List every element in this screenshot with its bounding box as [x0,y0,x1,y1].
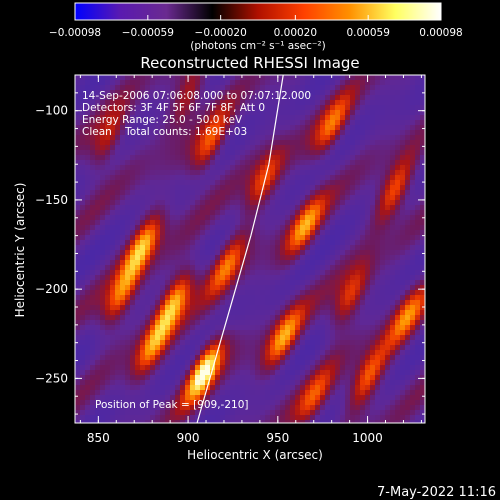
timestamp: 7-May-2022 11:16 [377,485,496,500]
plot-area: 850 900 950 1000 −100 −150 −200 −250 [35,74,426,445]
colorbar-tick-label: 0.00059 [346,27,389,39]
colorbar-unit-label: (photons cm⁻² s⁻¹ asec⁻²) [190,40,325,52]
info-line-clean: Clean Total counts: 1.69E+03 [82,126,247,138]
x-axis-label: Heliocentric X (arcsec) [187,448,323,462]
y-tick-label: −100 [35,104,68,118]
colorbar: −0.00098 −0.00059 −0.00020 0.00020 0.00059 0.… [49,2,463,52]
y-tick-label: −250 [35,371,68,385]
y-tick-label: −150 [35,193,68,207]
peak-position-label: Position of Peak = [909,-210] [95,399,249,411]
x-tick-label: 950 [266,431,289,445]
colorbar-tick-label: 0.00098 [419,27,462,39]
axis-ticks: 850 900 950 1000 −100 −150 −200 −250 [35,74,425,445]
y-tick-label: −200 [35,282,68,296]
colorbar-tick-label: −0.00098 [49,27,101,39]
chart-title: Reconstructed RHESSI Image [140,54,359,72]
colorbar-gradient [74,2,442,21]
info-block: 14-Sep-2006 07:06:08.000 to 07:07:12.000… [82,90,311,411]
info-line-time: 14-Sep-2006 07:06:08.000 to 07:07:12.000 [82,90,311,102]
x-tick-label: 850 [87,431,110,445]
solar-limb-curve [196,75,284,423]
info-line-detectors: Detectors: 3F 4F 5F 6F 7F 8F, Att 0 [82,102,265,114]
y-axis-label: Heliocentric Y (arcsec) [13,183,27,318]
info-line-energy: Energy Range: 25.0 - 50.0 keV [82,114,243,126]
colorbar-tick-label: −0.00020 [195,27,247,39]
colorbar-ticks: −0.00098 −0.00059 −0.00020 0.00020 0.00059 0.… [49,15,463,39]
colorbar-tick-label: 0.00020 [274,27,317,39]
colorbar-tick-label: −0.00059 [122,27,174,39]
x-tick-label: 1000 [352,431,383,445]
heatmap-image [75,75,425,423]
x-tick-label: 900 [177,431,200,445]
